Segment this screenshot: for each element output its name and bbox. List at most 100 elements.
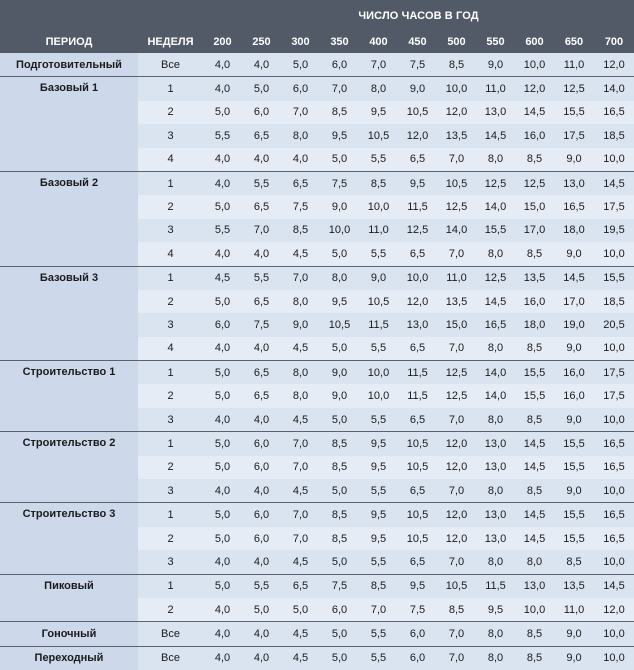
value-cell: 8,5	[515, 479, 554, 503]
value-cell: 10,0	[515, 53, 554, 77]
week-cell: 2	[138, 597, 203, 622]
value-cell: 5,5	[359, 645, 398, 670]
table-body: Подготовительный Все 4,0 4,0 5,0 6,0 7,0 7,5 8,5…	[0, 53, 634, 670]
table-header: ЧИСЛО ЧАСОВ В ГОД ПЕРИОД НЕДЕЛЯ 200 250 30…	[0, 0, 634, 53]
value-cell: 7,0	[320, 76, 359, 101]
value-cell: 4,0	[203, 170, 242, 196]
period-cell: Пиковый	[0, 573, 138, 622]
value-cell: 11,0	[359, 218, 398, 243]
week-cell: 1	[138, 573, 203, 598]
value-cell: 12,0	[437, 526, 476, 551]
period-cell: Строительство 2	[0, 431, 138, 503]
value-cell: 5,0	[320, 645, 359, 670]
value-cell: 17,0	[515, 218, 554, 243]
value-cell: 10,0	[594, 242, 634, 267]
value-cell: 10,5	[398, 100, 437, 125]
value-cell: 8,0	[320, 265, 359, 290]
value-cell: 4,0	[203, 53, 242, 77]
value-cell: 12,0	[398, 289, 437, 314]
value-cell: 4,0	[203, 645, 242, 670]
value-cell: 8,0	[476, 242, 515, 267]
period-column-header: ПЕРИОД	[0, 31, 138, 53]
value-cell: 15,5	[515, 384, 554, 408]
value-cell: 13,5	[437, 289, 476, 314]
value-cell: 10,0	[594, 550, 634, 575]
value-cell: 13,5	[554, 573, 594, 598]
value-cell: 5,0	[320, 407, 359, 432]
value-cell: 10,0	[594, 147, 634, 172]
value-cell: 4,0	[203, 407, 242, 432]
table-row: 2 5,0 6,0 7,0 8,5 9,5 10,5 12,0 13,0 14,5 15,5 16,5	[0, 526, 634, 551]
value-cell: 7,0	[437, 147, 476, 172]
value-cell: 9,0	[320, 384, 359, 408]
value-cell: 5,0	[203, 431, 242, 456]
value-cell: 4,5	[281, 242, 320, 267]
value-cell: 8,0	[476, 621, 515, 647]
value-cell: 14,5	[515, 502, 554, 527]
value-cell: 4,5	[281, 336, 320, 361]
value-cell: 8,5	[359, 573, 398, 598]
value-cell: 8,0	[281, 360, 320, 385]
value-cell: 4,0	[203, 597, 242, 622]
value-cell: 14,0	[476, 360, 515, 385]
value-cell: 12,0	[437, 455, 476, 480]
value-cell: 16,0	[554, 384, 594, 408]
value-cell: 8,5	[515, 242, 554, 267]
value-cell: 10,0	[437, 76, 476, 101]
value-cell: 11,5	[398, 195, 437, 219]
period-cell: Базовый 2	[0, 170, 138, 267]
value-cell: 14,0	[594, 76, 634, 101]
value-cell: 7,5	[320, 170, 359, 196]
table-row: 2 5,0 6,0 7,0 8,5 9,5 10,5 12,0 13,0 14,5 15,5 16,5	[0, 100, 634, 125]
value-cell: 7,0	[437, 645, 476, 670]
value-cell: 12,5	[437, 384, 476, 408]
value-cell: 15,5	[476, 218, 515, 243]
value-cell: 13,0	[554, 170, 594, 196]
value-cell: 12,5	[437, 195, 476, 219]
value-cell: 16,0	[515, 289, 554, 314]
value-cell: 6,0	[242, 100, 281, 125]
value-cell: 12,0	[515, 76, 554, 101]
value-cell: 14,5	[515, 455, 554, 480]
value-cell: 10,0	[594, 621, 634, 647]
value-cell: 7,5	[242, 313, 281, 337]
value-cell: 8,0	[476, 479, 515, 503]
value-cell: 8,5	[515, 407, 554, 432]
value-cell: 7,0	[281, 502, 320, 527]
week-cell: Все	[138, 621, 203, 647]
value-cell: 13,0	[515, 573, 554, 598]
value-cell: 15,5	[515, 360, 554, 385]
value-cell: 7,0	[281, 265, 320, 290]
value-cell: 6,0	[398, 645, 437, 670]
value-cell: 9,0	[359, 265, 398, 290]
value-cell: 5,0	[203, 384, 242, 408]
table-row: 2 5,0 6,5 8,0 9,5 10,5 12,0 13,5 14,5 16,0 17,0 18,…	[0, 289, 634, 314]
value-cell: 6,5	[398, 147, 437, 172]
value-cell: 15,5	[554, 431, 594, 456]
value-cell: 8,0	[476, 147, 515, 172]
value-cell: 10,0	[359, 360, 398, 385]
week-cell: 2	[138, 289, 203, 314]
value-cell: 4,0	[203, 76, 242, 101]
value-cell: 12,5	[515, 170, 554, 196]
value-cell: 11,0	[554, 53, 594, 77]
week-cell: 3	[138, 124, 203, 148]
table-row: 3 5,5 6,5 8,0 9,5 10,5 12,0 13,5 14,5 16,0 17,5 18,…	[0, 124, 634, 148]
table-row: Базовый 1 1 4,0 5,0 6,0 7,0 8,0 9,0 10,0 11,0 12,0…	[0, 76, 634, 172]
value-cell: 5,0	[320, 550, 359, 575]
value-cell: 9,0	[476, 53, 515, 77]
period-cell: Базовый 1	[0, 76, 138, 172]
value-cell: 7,0	[437, 336, 476, 361]
value-cell: 18,5	[594, 124, 634, 148]
value-cell: 8,5	[515, 336, 554, 361]
table-row: 4 4,0 4,0 4,5 5,0 5,5 6,5 7,0 8,0 8,5 9,0 10,0	[0, 336, 634, 361]
value-cell: 8,0	[476, 550, 515, 575]
value-cell: 16,5	[594, 431, 634, 456]
value-cell: 9,0	[554, 336, 594, 361]
value-cell: 10,5	[359, 289, 398, 314]
value-cell: 12,0	[594, 597, 634, 622]
hours-column-header: 450	[398, 31, 437, 53]
value-cell: 8,0	[476, 645, 515, 670]
value-cell: 10,0	[359, 195, 398, 219]
value-cell: 16,5	[594, 502, 634, 527]
